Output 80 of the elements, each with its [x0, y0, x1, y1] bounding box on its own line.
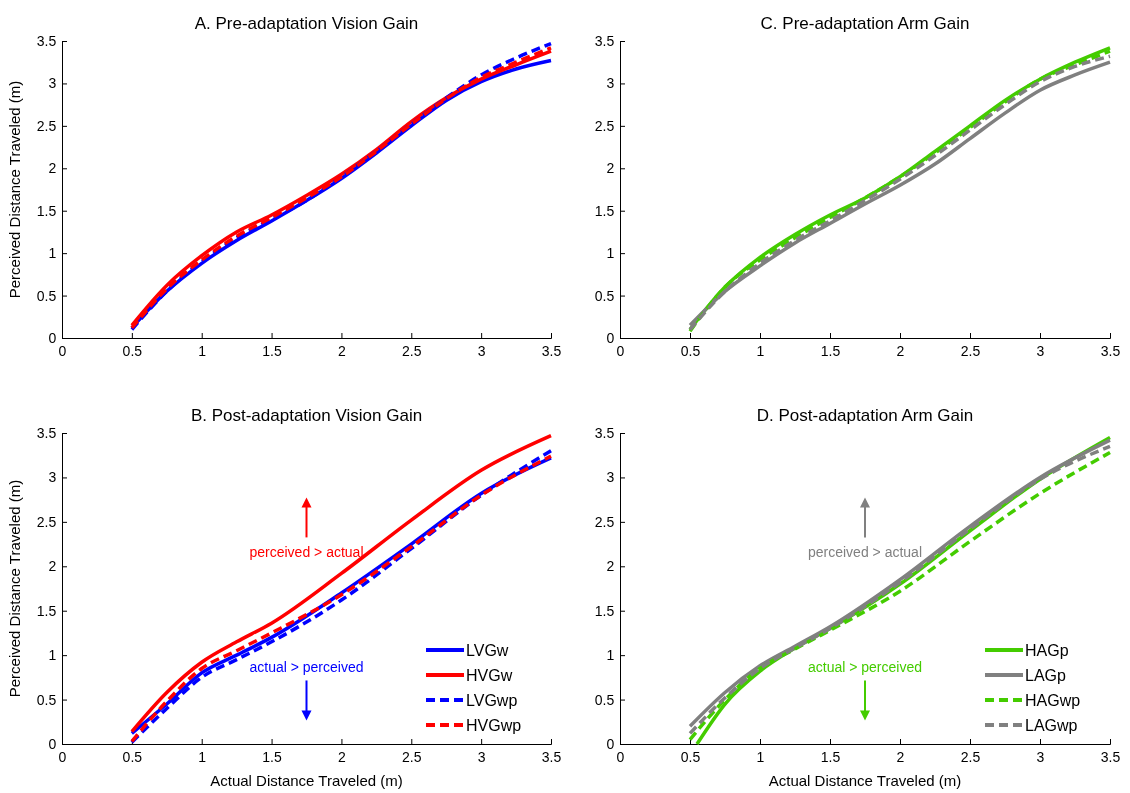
y-tick-label: 2.5 [594, 513, 615, 530]
x-tick-label: 2.5 [960, 343, 981, 360]
x-axis-title: Actual Distance Traveled (m) [210, 772, 403, 789]
x-tick-label: 1.5 [820, 749, 841, 766]
x-tick-label: 1.5 [820, 343, 841, 360]
y-tick-label: 2.5 [594, 117, 615, 134]
legend-label: HVGwp [466, 717, 522, 734]
y-tick-label: 0.5 [594, 691, 615, 708]
y-tick-label: 2.5 [36, 513, 57, 530]
x-tick-label: 3.5 [1100, 749, 1121, 766]
annotation: perceived > actual [249, 544, 364, 561]
legend-label: HAGwp [1025, 692, 1081, 709]
x-tick-label: 1 [198, 749, 207, 766]
chart-title: A. Pre-adaptation Vision Gain [194, 14, 419, 33]
x-tick-label: 1 [756, 749, 765, 766]
y-axis-title: Perceived Distance Traveled (m) [6, 479, 23, 698]
y-axis-title: Perceived Distance Traveled (m) [6, 80, 23, 299]
y-tick-label: 1.5 [36, 202, 57, 219]
y-tick-label: 2.5 [36, 117, 57, 134]
x-tick-label: 2.5 [402, 749, 422, 766]
y-tick-label: 0 [606, 329, 615, 346]
legend-label: HAGp [1025, 642, 1069, 659]
annotation: perceived > actual [807, 544, 923, 561]
y-tick-label: 3 [48, 469, 57, 486]
y-tick-label: 0 [48, 329, 57, 346]
legend-label: LAGp [1025, 667, 1067, 684]
y-tick-label: 1.5 [594, 202, 615, 219]
y-tick-label: 3 [606, 469, 615, 486]
y-tick-label: 3.5 [36, 424, 57, 441]
legend-label: HVGw [466, 667, 513, 684]
y-tick-label: 1.5 [36, 602, 57, 619]
y-tick-label: 2 [48, 160, 57, 177]
y-tick-label: 0.5 [36, 691, 57, 708]
y-tick-label: 1 [48, 245, 57, 262]
x-tick-label: 3.5 [1100, 343, 1121, 360]
annotation: actual > perceived [249, 659, 364, 676]
x-tick-label: 3.5 [541, 343, 562, 360]
x-tick-label: 2 [896, 749, 905, 766]
y-tick-label: 1 [48, 647, 57, 664]
x-tick-label: 0.5 [122, 343, 143, 360]
y-tick-label: 2 [48, 558, 57, 575]
legend-label: LAGwp [1025, 717, 1078, 734]
chart-title: D. Post-adaptation Arm Gain [756, 406, 974, 425]
x-tick-label: 3 [477, 343, 486, 360]
x-tick-label: 0.5 [680, 343, 701, 360]
x-tick-label: 1 [198, 343, 207, 360]
x-axis-title: Actual Distance Traveled (m) [768, 772, 962, 789]
x-tick-label: 3 [1036, 749, 1045, 766]
x-tick-label: 1 [756, 343, 765, 360]
y-tick-label: 1 [606, 647, 615, 664]
y-tick-label: 0 [48, 735, 57, 752]
y-tick-label: 0.5 [36, 287, 57, 304]
x-tick-label: 3 [477, 749, 486, 766]
x-tick-label: 1.5 [262, 343, 283, 360]
x-tick-label: 1.5 [262, 749, 283, 766]
x-tick-label: 0.5 [680, 749, 701, 766]
chart-title: C. Pre-adaptation Arm Gain [760, 14, 970, 33]
y-tick-label: 2 [606, 558, 615, 575]
x-tick-label: 3.5 [541, 749, 562, 766]
y-tick-label: 0.5 [594, 287, 615, 304]
y-tick-label: 2 [606, 160, 615, 177]
legend-label: LVGwp [466, 692, 518, 709]
x-tick-label: 2.5 [960, 749, 981, 766]
y-tick-label: 3.5 [36, 32, 57, 49]
y-tick-label: 3.5 [594, 32, 615, 49]
x-tick-label: 3 [1036, 343, 1045, 360]
y-tick-label: 3.5 [594, 424, 615, 441]
y-tick-label: 1 [606, 245, 615, 262]
x-tick-label: 2 [338, 343, 347, 360]
chart-title: B. Post-adaptation Vision Gain [190, 406, 423, 425]
x-tick-label: 0.5 [122, 749, 143, 766]
y-tick-label: 1.5 [594, 602, 615, 619]
y-tick-label: 3 [606, 75, 615, 92]
x-tick-label: 2.5 [402, 343, 422, 360]
x-tick-label: 2 [338, 749, 347, 766]
x-tick-label: 2 [896, 343, 905, 360]
y-tick-label: 0 [606, 735, 615, 752]
y-tick-label: 3 [48, 75, 57, 92]
legend-label: LVGw [466, 642, 509, 659]
annotation: actual > perceived [807, 659, 923, 676]
